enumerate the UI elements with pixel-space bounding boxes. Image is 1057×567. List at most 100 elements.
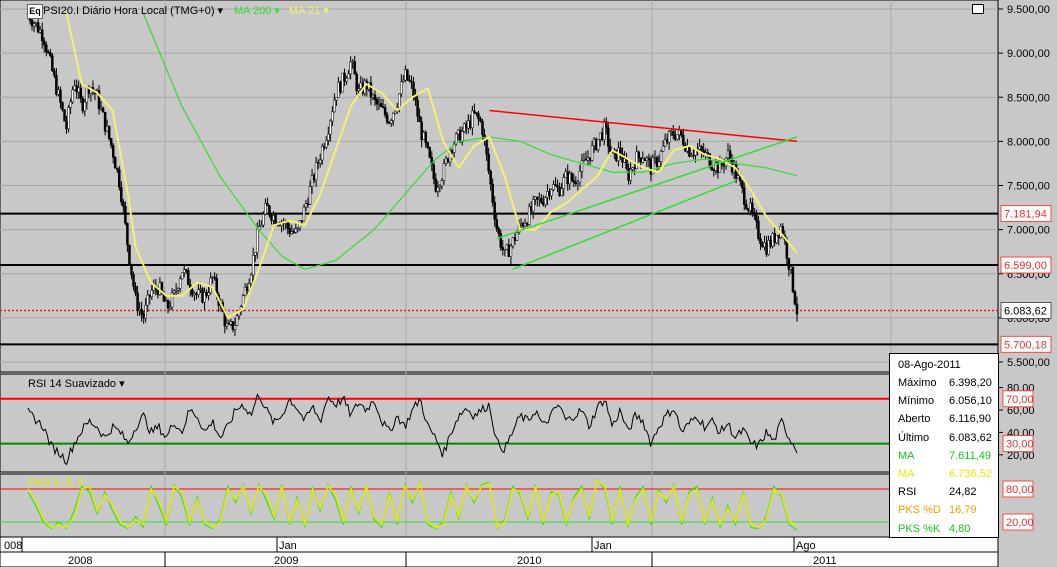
candle-body xyxy=(182,269,186,273)
candle-body xyxy=(77,87,80,93)
info-row-value: 6.056,10 xyxy=(949,395,992,408)
candle-body xyxy=(195,293,198,295)
candle-body xyxy=(233,325,237,330)
candle-body xyxy=(682,135,685,146)
candle-body xyxy=(609,146,612,152)
info-row-value: 16,79 xyxy=(949,504,977,517)
candle-body xyxy=(42,40,46,46)
pks-panel-label[interactable]: PKS 9, 5, 5 xyxy=(28,477,84,489)
candle-body xyxy=(176,288,180,291)
candle-body xyxy=(600,132,604,140)
candle-body xyxy=(343,72,346,82)
candle-body xyxy=(180,272,184,280)
candle-body xyxy=(391,112,395,121)
level-label-box xyxy=(1000,205,1052,223)
rsi-panel-label[interactable]: RSI 14 Suavizado ▾ xyxy=(28,378,125,390)
info-row-label: Máximo xyxy=(898,377,937,389)
info-row-label: MA xyxy=(898,468,915,480)
y-tick-label: 8.500,00 xyxy=(1007,92,1050,104)
candle-body xyxy=(649,159,653,175)
candle-body xyxy=(314,162,318,181)
candle-body xyxy=(355,73,358,92)
candle-body xyxy=(128,244,131,265)
candle-body xyxy=(134,286,137,294)
level-label: 7.181,94 xyxy=(1004,209,1047,221)
candle-body xyxy=(254,252,257,256)
candle-body xyxy=(178,278,182,289)
candle-body xyxy=(598,132,602,140)
info-box: 08-Ago-2011 Máximo 6.398,20 Mínimo 6.056,10… xyxy=(889,353,999,538)
candle-body xyxy=(568,173,571,185)
candle-body xyxy=(619,147,622,155)
channel-upper-trendline xyxy=(496,136,798,240)
y-tick-label: 5.500,00 xyxy=(1007,357,1050,369)
candle-body xyxy=(101,107,105,113)
candle-body xyxy=(258,226,261,230)
chart-title-label[interactable]: PSI20.I Diário Hora Local (TMG+0) ▾ xyxy=(43,5,224,17)
candle-body xyxy=(489,170,492,185)
candle-body xyxy=(144,305,147,319)
candle-body xyxy=(412,81,415,97)
candle-body xyxy=(383,107,387,116)
maximize-icon[interactable] xyxy=(972,4,984,14)
candle-body xyxy=(270,214,273,221)
candle-body xyxy=(30,20,34,27)
candle-body xyxy=(635,151,638,169)
candle-body xyxy=(755,215,758,222)
candle-body xyxy=(199,288,202,290)
candle-body xyxy=(479,118,482,122)
candle-body xyxy=(487,153,490,172)
candle-body xyxy=(130,263,133,275)
candle-body xyxy=(540,197,543,203)
eq-badge[interactable]: Eq xyxy=(27,4,43,19)
candle-body xyxy=(243,286,247,296)
candle-body xyxy=(592,138,596,146)
candle-body xyxy=(310,175,314,187)
candle-body xyxy=(164,300,168,302)
pks-level-box xyxy=(1002,513,1034,531)
rsi-tick-label: 60,00 xyxy=(1007,405,1035,417)
level-label-box xyxy=(1000,256,1052,274)
info-row-label: Aberto xyxy=(898,413,931,426)
x-tick-label: 008 xyxy=(4,540,22,552)
candle-body xyxy=(166,300,170,309)
candle-body xyxy=(40,29,44,42)
candle-body xyxy=(109,138,113,146)
ma21-legend[interactable]: MA 21 ▾ xyxy=(289,5,329,17)
candle-body xyxy=(272,214,275,221)
candle-body xyxy=(235,315,239,326)
candle-body xyxy=(304,203,308,208)
candle-body xyxy=(710,166,714,171)
candle-body xyxy=(197,289,200,295)
candle-body xyxy=(726,150,730,159)
candle-body xyxy=(676,134,679,140)
candle-body xyxy=(454,133,458,145)
candle-body xyxy=(322,146,326,148)
candle-body xyxy=(306,203,310,205)
candle-body xyxy=(229,321,233,325)
candle-body xyxy=(432,164,436,180)
candle-body xyxy=(150,289,154,298)
candle-body xyxy=(424,132,427,143)
candle-body xyxy=(655,157,659,167)
candle-body xyxy=(438,185,442,188)
candle-body xyxy=(633,167,636,169)
candle-body xyxy=(264,203,267,215)
candle-body xyxy=(379,103,383,107)
x-year-label: 2008 xyxy=(68,555,92,567)
candle-body xyxy=(536,196,539,200)
candle-body xyxy=(659,151,663,163)
info-row: RSI 24,82 xyxy=(898,486,993,502)
candle-body xyxy=(65,120,68,130)
candle-body xyxy=(761,243,764,248)
candle-body xyxy=(501,247,505,250)
candle-body xyxy=(359,82,363,89)
candle-body xyxy=(381,106,385,108)
candle-body xyxy=(791,266,795,292)
candle-body xyxy=(789,266,793,270)
info-row-value: 6.398,20 xyxy=(949,377,992,389)
candle-body xyxy=(160,282,164,294)
ma200-legend[interactable]: MA 200 ▾ xyxy=(234,5,280,17)
candle-body xyxy=(111,145,115,158)
info-row-label: PKS %D xyxy=(898,504,941,517)
